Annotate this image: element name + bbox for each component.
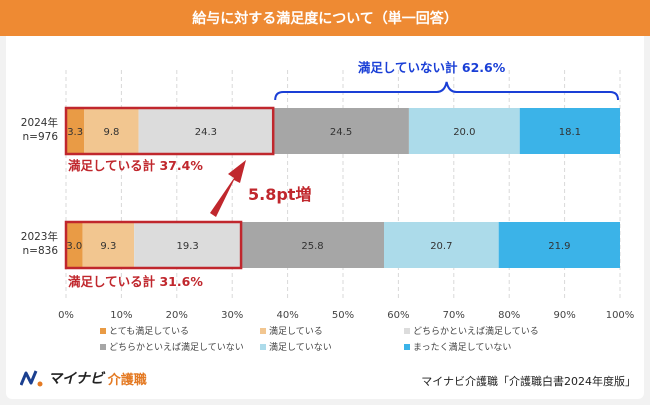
x-tick-label: 40% <box>276 310 298 321</box>
legend-label: どちらかといえば満足している <box>413 326 539 337</box>
x-tick-label: 20% <box>166 310 188 321</box>
bar-segment <box>66 108 85 154</box>
bar-segment <box>138 108 274 154</box>
bar-segment <box>408 108 520 154</box>
mynavi-logo-icon <box>20 370 43 387</box>
legend-swatch <box>404 328 410 334</box>
legend-swatch <box>404 344 410 350</box>
brand-name: マイナビ <box>48 371 104 387</box>
bar-segment <box>82 222 135 268</box>
source-note: マイナビ介護職「介護職白書2024年度版」 <box>421 375 636 388</box>
bar-segment <box>273 108 409 154</box>
brand-sub: 介護職 <box>107 372 147 388</box>
x-tick-label: 50% <box>332 310 354 321</box>
legend-label: とても満足している <box>109 326 189 337</box>
category-label: 2023年 <box>21 230 58 243</box>
bar-segment <box>383 222 499 268</box>
legend-label: 満足していない <box>269 342 332 353</box>
data-label: 24.3 <box>195 127 217 138</box>
data-label: 9.8 <box>103 127 119 138</box>
data-label: 21.9 <box>548 241 570 252</box>
data-label: 20.0 <box>453 127 475 138</box>
legend-swatch <box>100 328 106 334</box>
legend-label: 満足している <box>269 326 323 337</box>
brand-logo: マイナビ 介護職 <box>20 368 147 388</box>
x-tick-label: 60% <box>387 310 409 321</box>
annotation-increase: 5.8pt増 <box>248 185 311 204</box>
annotation-unsatisfied: 満足していない計 62.6% <box>358 60 506 75</box>
legend-swatch <box>260 344 266 350</box>
x-tick-label: 70% <box>443 310 465 321</box>
legend-swatch <box>100 344 106 350</box>
data-label: 24.5 <box>330 127 352 138</box>
bar-segment <box>498 222 620 268</box>
x-tick-label: 80% <box>498 310 520 321</box>
highlight-box <box>64 106 275 156</box>
increase-arrow <box>210 160 246 217</box>
x-tick-label: 100% <box>606 310 635 321</box>
x-tick-label: 30% <box>221 310 243 321</box>
data-label: 20.7 <box>430 241 452 252</box>
bar-segment <box>134 222 242 268</box>
unsatisfied-brace <box>274 81 619 101</box>
data-label: 19.3 <box>176 241 198 252</box>
category-sublabel: n=976 <box>23 131 59 143</box>
x-tick-label: 90% <box>553 310 575 321</box>
bar-segment <box>84 108 139 154</box>
data-label: 3.0 <box>66 241 82 252</box>
data-label: 25.8 <box>301 241 323 252</box>
legend-swatch <box>260 328 266 334</box>
category-label: 2024年 <box>21 116 58 129</box>
bar-segment <box>66 222 83 268</box>
data-label: 3.3 <box>67 127 83 138</box>
x-tick-label: 10% <box>110 310 132 321</box>
legend-label: まったく満足していない <box>413 342 511 353</box>
data-label: 9.3 <box>100 241 116 252</box>
annotation-sat-2023: 満足している計 31.6% <box>68 274 203 289</box>
chart-panel <box>6 36 644 399</box>
annotation-sat-2024: 満足している計 37.4% <box>68 158 203 173</box>
legend-label: どちらかといえば満足していない <box>109 342 244 353</box>
data-label: 18.1 <box>559 127 581 138</box>
chart-title: 給与に対する満足度について（単一回答） <box>0 0 650 36</box>
x-tick-label: 0% <box>58 310 74 321</box>
category-sublabel: n=836 <box>23 245 59 257</box>
highlight-box <box>64 220 243 270</box>
bar-segment <box>519 108 620 154</box>
bar-segment <box>241 222 384 268</box>
